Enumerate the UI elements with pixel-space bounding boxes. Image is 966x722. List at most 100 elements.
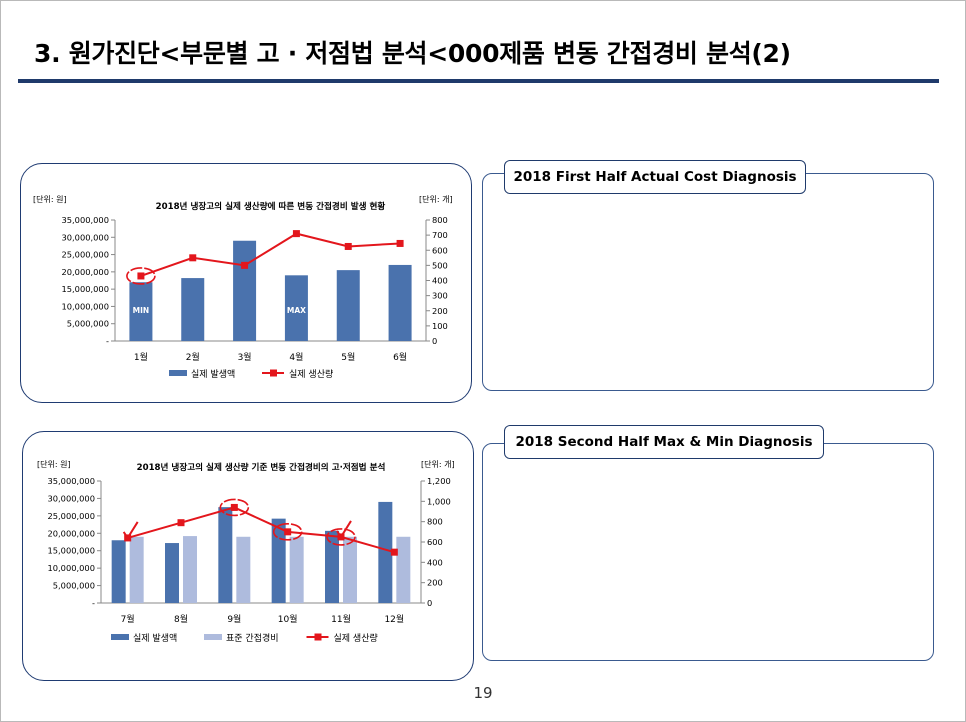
left-axis-unit: [단위: 원] [37, 459, 71, 469]
left-axis-tick-label: 25,000,000 [47, 511, 95, 521]
right-axis-unit: [단위: 개] [421, 459, 455, 469]
right-axis-tick-label: 400 [432, 276, 448, 286]
slide-title: 3. 원가진단<부문별 고 · 저점법 분석<000제품 변동 간접경비 분석(… [34, 39, 791, 68]
bar-actual [129, 282, 153, 341]
second-half-chart-panel: 2018년 냉장고의 실제 생산량 기준 변동 간접경비의 고·저점법 분석 [단… [22, 431, 474, 681]
production-point [230, 503, 238, 511]
second-half-diagnosis-label: 2018 Second Half Max & Min Diagnosis [504, 425, 824, 459]
legend-bar-swatch [111, 634, 129, 640]
production-point [344, 242, 352, 250]
right-axis-unit: [단위: 개] [419, 194, 453, 204]
annotation-circle [219, 498, 250, 517]
x-axis-category-label: 12월 [384, 613, 404, 625]
annotation-check-mark [336, 520, 352, 539]
bar-standard [183, 536, 197, 603]
bar-standard [129, 536, 144, 603]
production-point [396, 239, 404, 247]
legend-label: 표준 간접경비 [226, 632, 279, 644]
annotation-check-mark [122, 521, 139, 540]
right-axis-tick-label: 400 [427, 557, 443, 567]
right-axis-tick-label: 0 [427, 598, 432, 608]
left-axis-tick-label: 15,000,000 [61, 284, 109, 294]
legend-label: 실제 생산량 [289, 368, 333, 380]
left-axis-tick-label: 20,000,000 [47, 528, 95, 538]
left-axis-tick-label: - [92, 598, 95, 608]
first-half-chart-panel: 2018년 냉장고의 실제 생산량에 따른 변동 간접경비 발생 현황 [단위: … [20, 163, 472, 403]
bar-annotation-label: MIN [133, 306, 150, 315]
x-axis-category-label: 7월 [121, 613, 135, 625]
title-underline [18, 79, 939, 83]
left-axis-tick-label: 30,000,000 [47, 493, 95, 503]
bar-actual [284, 275, 308, 341]
left-axis-tick-label: - [106, 336, 109, 346]
first-half-diagnosis-label: 2018 First Half Actual Cost Diagnosis [504, 160, 806, 194]
left-axis-tick-label: 25,000,000 [61, 250, 109, 260]
second-half-diagnosis-panel [482, 443, 934, 661]
bar-actual [388, 264, 412, 341]
production-line [127, 506, 395, 554]
production-line [140, 232, 401, 277]
left-axis-tick-label: 35,000,000 [47, 476, 95, 486]
bar-actual [165, 543, 179, 603]
right-axis-tick-label: 200 [432, 306, 448, 316]
right-axis-tick-label: 800 [427, 517, 443, 527]
bar-actual [111, 540, 126, 603]
bar-standard [289, 536, 304, 603]
right-axis-tick-label: 600 [432, 245, 448, 255]
x-axis-category-label: 1월 [134, 351, 148, 363]
legend-label: 실제 발생액 [133, 632, 177, 644]
chart-title: 2018년 냉장고의 실제 생산량에 따른 변동 간접경비 발생 현황 [156, 200, 386, 212]
right-axis-tick-label: 500 [432, 260, 448, 270]
right-axis-tick-label: 0 [432, 336, 437, 346]
right-axis-tick-label: 100 [432, 321, 448, 331]
left-axis-tick-label: 30,000,000 [61, 232, 109, 242]
x-axis-category-label: 4월 [289, 351, 303, 363]
left-axis-tick-label: 20,000,000 [61, 267, 109, 277]
production-point [241, 261, 249, 269]
right-axis-tick-label: 1,200 [427, 476, 451, 486]
left-axis-tick-label: 10,000,000 [47, 563, 95, 573]
bar-actual [325, 530, 339, 603]
second-half-chart: 2018년 냉장고의 실제 생산량 기준 변동 간접경비의 고·저점법 분석 [단… [37, 459, 455, 644]
left-axis-tick-label: 35,000,000 [61, 215, 109, 225]
bar-standard [396, 536, 411, 603]
x-axis-category-label: 10월 [278, 613, 298, 625]
x-axis-category-label: 9월 [227, 613, 241, 625]
bar-annotation-label: MAX [287, 306, 306, 315]
x-axis-category-label: 6월 [393, 351, 407, 363]
production-point [284, 528, 292, 536]
left-axis-tick-label: 5,000,000 [67, 319, 109, 329]
production-point [189, 254, 197, 262]
x-axis-category-label: 8월 [174, 613, 188, 625]
page-number: 19 [473, 684, 493, 702]
bar-standard [343, 536, 357, 603]
legend-point-swatch [314, 633, 322, 641]
bar-actual [336, 270, 360, 341]
right-axis-tick-label: 200 [427, 578, 443, 588]
first-half-diagnosis-panel [482, 173, 934, 391]
first-half-chart: 2018년 냉장고의 실제 생산량에 따른 변동 간접경비 발생 현황 [단위: … [33, 194, 453, 380]
legend-label: 실제 발생액 [191, 368, 235, 380]
left-axis-tick-label: 10,000,000 [61, 301, 109, 311]
bar-actual [378, 501, 393, 603]
left-axis-tick-label: 15,000,000 [47, 546, 95, 556]
x-axis-category-label: 5월 [341, 351, 355, 363]
legend-label: 실제 생산량 [334, 632, 378, 644]
x-axis-category-label: 3월 [238, 351, 252, 363]
bar-actual [218, 507, 233, 603]
chart-title: 2018년 냉장고의 실제 생산량 기준 변동 간접경비의 고·저점법 분석 [137, 461, 386, 473]
bar-actual [233, 240, 257, 341]
left-axis-tick-label: 5,000,000 [53, 581, 95, 591]
right-axis-tick-label: 700 [432, 230, 448, 240]
right-axis-tick-label: 300 [432, 291, 448, 301]
legend-bar-swatch [204, 634, 222, 640]
right-axis-tick-label: 600 [427, 537, 443, 547]
legend-bar-swatch [169, 370, 187, 376]
annotation-circle [326, 528, 356, 546]
production-point [390, 548, 398, 556]
right-axis-tick-label: 800 [432, 215, 448, 225]
legend-point-swatch [270, 369, 277, 377]
production-point [292, 230, 300, 238]
x-axis-category-label: 11월 [331, 613, 351, 625]
left-axis-unit: [단위: 원] [33, 194, 67, 204]
